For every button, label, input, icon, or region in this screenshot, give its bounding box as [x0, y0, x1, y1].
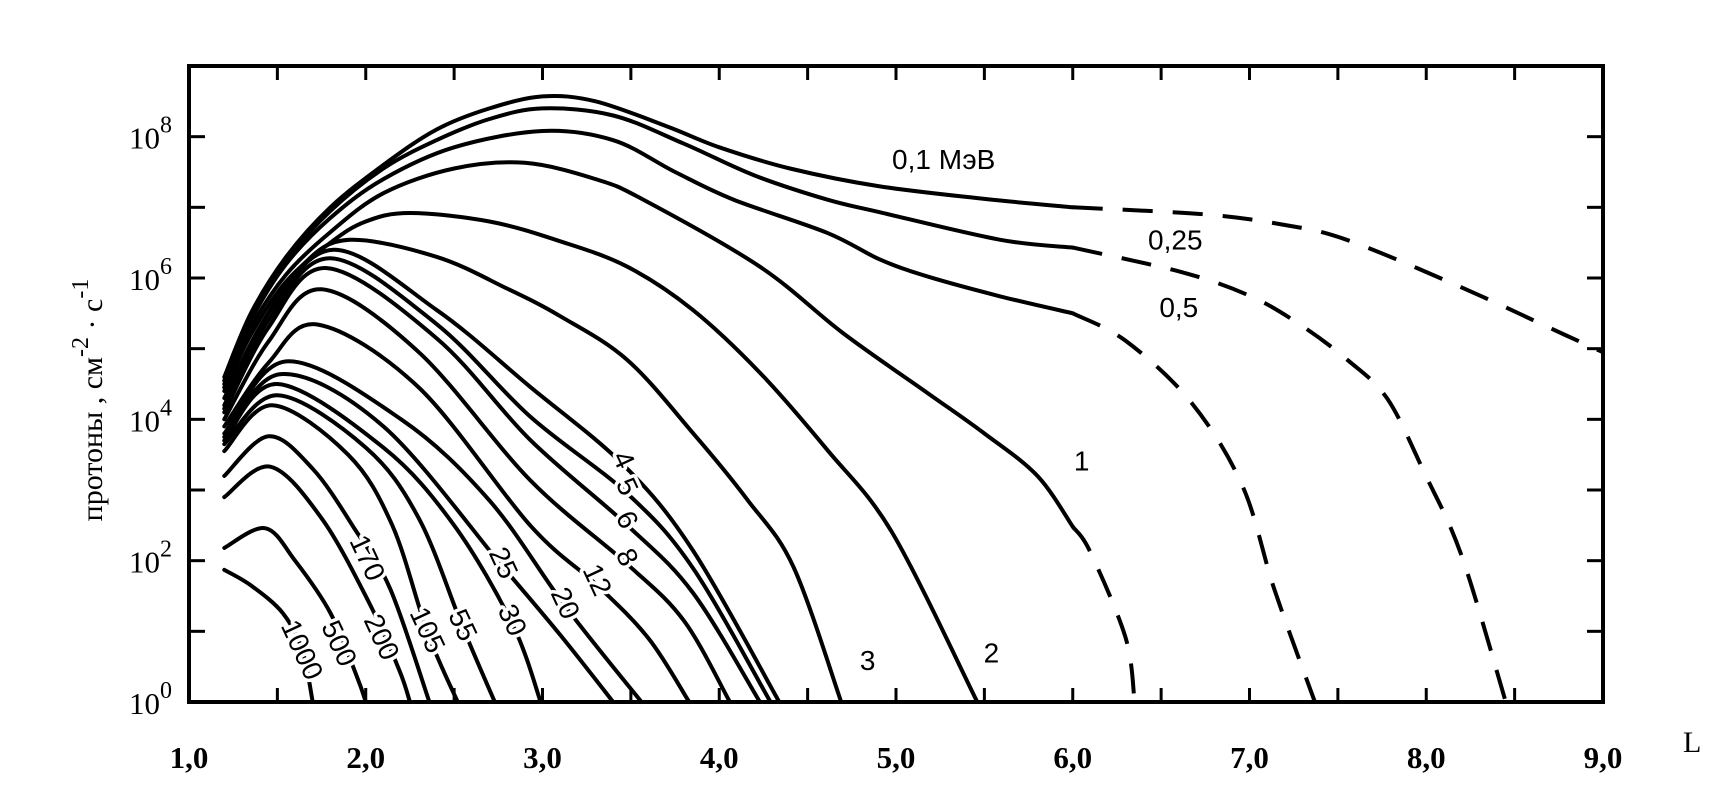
y-axis-label: протоны , см-2 · с-1: [68, 279, 109, 522]
series-line-55: [222, 393, 497, 704]
y-tick-exponent: 4: [160, 395, 172, 421]
series-label-30: 30: [492, 599, 533, 640]
x-tick-label: 8,0: [1407, 740, 1446, 775]
series-line-12: [222, 322, 692, 704]
series-line-1000: [222, 567, 315, 704]
curve-labels-layer: 0,1 МэВ0,250,512345681220253055105170200…: [271, 140, 1206, 688]
y-axis-label-mid: · с: [76, 299, 109, 337]
series-line-0-25: [222, 106, 1075, 383]
series-line-0-5: [222, 128, 1075, 386]
y-axis-label-main: протоны , см: [76, 357, 109, 521]
series-line-dashed-0-5: [1071, 311, 1317, 703]
series-line-0-1: [222, 93, 1075, 379]
y-tick-label: 108: [129, 113, 172, 156]
series-label-6: 6: [610, 506, 645, 533]
x-tick-label: 4,0: [700, 740, 739, 775]
series-line-4: [222, 247, 782, 704]
y-tick-label: 106: [129, 254, 172, 297]
series-line-200: [222, 464, 412, 704]
series-line-5: [222, 256, 773, 704]
x-tick-label: 3,0: [523, 740, 562, 775]
y-tick-base: 10: [129, 686, 160, 721]
series-label-12: 12: [577, 559, 618, 600]
series-line-20: [222, 359, 644, 704]
series-label-0-1: 0,1 МэВ: [892, 144, 995, 175]
y-tick-base: 10: [129, 121, 160, 156]
y-tick-base: 10: [129, 262, 160, 297]
y-tick-label: 104: [129, 395, 172, 438]
y-tick-base: 10: [129, 403, 160, 438]
x-tick-label: 6,0: [1053, 740, 1092, 775]
series-line-170: [222, 434, 432, 704]
series-label-1: 1: [1074, 446, 1090, 477]
y-tick-label: 102: [129, 537, 172, 580]
x-tick-label: 9,0: [1584, 740, 1623, 775]
series-label-3: 3: [860, 645, 876, 676]
series-line-500: [222, 526, 368, 704]
series-line-dashed-1: [1071, 525, 1137, 703]
series-line-1: [222, 160, 1075, 529]
y-tick-label: 100: [129, 678, 172, 721]
series-label-200: 200: [358, 609, 406, 664]
series-label-0-5: 0,5: [1159, 292, 1198, 323]
x-tick-label: 1,0: [170, 740, 209, 775]
series-line-dashed-0-1: [1072, 205, 1604, 355]
series-label-2: 2: [984, 638, 1000, 669]
y-tick-exponent: 8: [160, 113, 172, 139]
series-line-25: [222, 372, 616, 704]
y-tick-exponent: 6: [160, 254, 172, 280]
y-tick-exponent: 0: [160, 678, 172, 704]
series-label-0-25: 0,25: [1148, 224, 1203, 255]
y-tick-base: 10: [129, 545, 160, 580]
y-axis-label-exp2: -1: [68, 279, 94, 299]
series-line-dashed-0-25: [1072, 245, 1508, 703]
x-axis-label: L: [1683, 726, 1701, 759]
axis-ticks: [189, 66, 1603, 702]
x-tick-label: 7,0: [1230, 740, 1269, 775]
series-line-30: [222, 381, 543, 704]
y-tick-exponent: 2: [160, 537, 172, 563]
curves-layer: [222, 93, 1604, 704]
series-label-4: 4: [606, 446, 641, 473]
series-line-6: [222, 266, 762, 704]
series-line-105: [222, 403, 460, 704]
x-tick-labels: 1,0 2,0 3,0 4,0 5,0 6,0 7,0 8,0 9,0: [170, 740, 1623, 775]
series-line-8: [222, 287, 732, 704]
x-tick-label: 2,0: [346, 740, 385, 775]
y-axis-label-exp1: -2: [68, 337, 94, 357]
x-tick-label: 5,0: [877, 740, 916, 775]
